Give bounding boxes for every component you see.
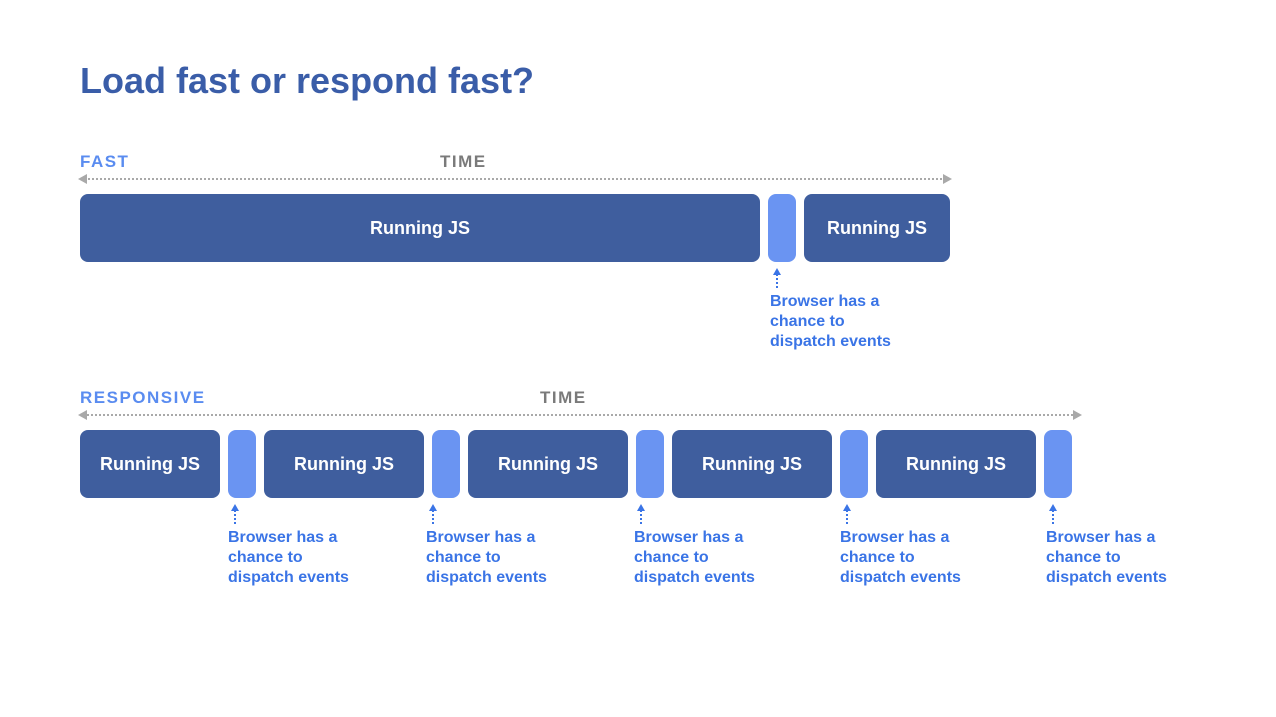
time-label: TIME — [440, 152, 487, 172]
js-block: Running JS — [264, 430, 424, 498]
dispatch-events-callout: Browser has achance todispatch events — [228, 528, 349, 588]
timeline-track: Running JS Running JS — [80, 194, 950, 262]
callout-line: dispatch events — [840, 568, 961, 588]
callout-region: Browser has achance todispatch events — [80, 268, 1196, 368]
row-header: RESPONSIVE TIME — [80, 388, 1196, 410]
row-label: FAST — [80, 152, 129, 172]
block-label: Running JS — [294, 454, 394, 475]
row-header: FAST TIME — [80, 152, 1196, 174]
callout-arrow-icon — [1052, 506, 1054, 524]
callout-arrow-icon — [640, 506, 642, 524]
js-block: Running JS — [876, 430, 1036, 498]
dispatch-events-callout: Browser has achance todispatch events — [426, 528, 547, 588]
time-axis — [80, 178, 950, 180]
event-gap-block — [432, 430, 460, 498]
event-gap-block — [636, 430, 664, 498]
event-gap-block — [768, 194, 796, 262]
block-label: Running JS — [370, 218, 470, 239]
row-label: RESPONSIVE — [80, 388, 206, 408]
callout-line: chance to — [1046, 548, 1167, 568]
callout-line: chance to — [634, 548, 755, 568]
event-gap-block — [840, 430, 868, 498]
callout-line: dispatch events — [1046, 568, 1167, 588]
callout-line: chance to — [840, 548, 961, 568]
page-title: Load fast or respond fast? — [80, 60, 1196, 102]
callout-arrow-icon — [234, 506, 236, 524]
js-block: Running JS — [80, 430, 220, 498]
timeline-section: RESPONSIVETIMERunning JSRunning JSRunnin… — [80, 388, 1196, 604]
block-label: Running JS — [906, 454, 1006, 475]
dispatch-events-callout: Browser has achance todispatch events — [1046, 528, 1167, 588]
time-axis — [80, 414, 1080, 416]
callout-line: Browser has a — [770, 292, 891, 312]
dispatch-events-callout: Browser has achance todispatch events — [770, 292, 891, 352]
dispatch-events-callout: Browser has achance todispatch events — [634, 528, 755, 588]
js-block: Running JS — [468, 430, 628, 498]
event-gap-block — [228, 430, 256, 498]
callout-line: Browser has a — [228, 528, 349, 548]
callout-line: Browser has a — [840, 528, 961, 548]
js-block: Running JS — [672, 430, 832, 498]
block-label: Running JS — [702, 454, 802, 475]
callout-line: chance to — [426, 548, 547, 568]
callout-arrow-icon — [846, 506, 848, 524]
time-label: TIME — [540, 388, 587, 408]
callout-arrow-icon — [776, 270, 778, 288]
js-block: Running JS — [804, 194, 950, 262]
callout-arrow-icon — [432, 506, 434, 524]
event-gap-block — [1044, 430, 1072, 498]
callout-line: dispatch events — [634, 568, 755, 588]
callout-line: dispatch events — [426, 568, 547, 588]
callout-line: chance to — [228, 548, 349, 568]
callout-region: Browser has achance todispatch eventsBro… — [80, 504, 1196, 604]
callout-line: chance to — [770, 312, 891, 332]
block-label: Running JS — [498, 454, 598, 475]
timeline-track: Running JS Running JS Running JS Running JS… — [80, 430, 1080, 498]
block-label: Running JS — [100, 454, 200, 475]
dispatch-events-callout: Browser has achance todispatch events — [840, 528, 961, 588]
js-block: Running JS — [80, 194, 760, 262]
callout-line: dispatch events — [770, 332, 891, 352]
callout-line: Browser has a — [1046, 528, 1167, 548]
block-label: Running JS — [827, 218, 927, 239]
callout-line: Browser has a — [634, 528, 755, 548]
callout-line: dispatch events — [228, 568, 349, 588]
timeline-section: FAST TIME Running JS Running JS Browser has … — [80, 152, 1196, 368]
callout-line: Browser has a — [426, 528, 547, 548]
